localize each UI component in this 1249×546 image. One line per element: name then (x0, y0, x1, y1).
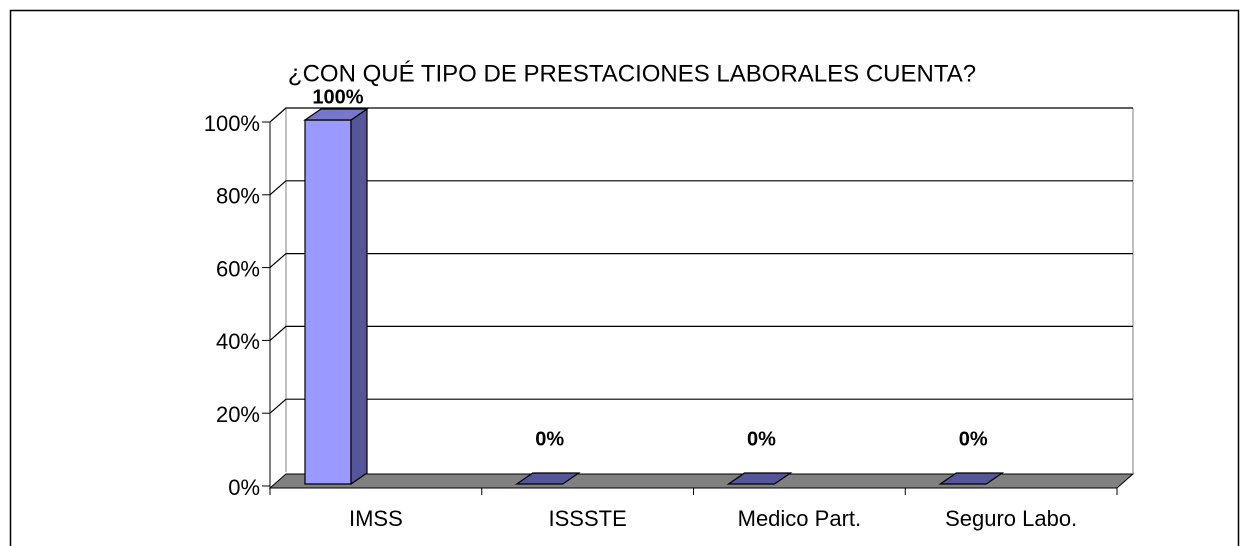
bar-top (726, 472, 793, 485)
grid-line (269, 107, 1133, 123)
bar (938, 472, 1005, 485)
y-tick-label: 80% (216, 184, 260, 209)
x-tick-label: Medico Part. (738, 506, 862, 531)
y-tick-label: 40% (216, 329, 260, 354)
chart-title: ¿CON QUÉ TIPO DE PRESTACIONES LABORALES … (288, 60, 976, 87)
bar-top (514, 472, 581, 485)
x-tick-label: Seguro Labo. (945, 506, 1077, 531)
grid-line (269, 180, 1133, 196)
y-tick-label: 100% (204, 111, 260, 136)
grid-line (269, 325, 1133, 341)
bar-top (303, 108, 369, 121)
value-label: 100% (312, 86, 363, 108)
value-label: 0% (535, 428, 564, 450)
bar-front (304, 119, 352, 485)
grid-line (269, 253, 1133, 269)
value-label: 0% (747, 428, 776, 450)
chart-border (9, 9, 1240, 546)
x-tick-label: IMSS (349, 506, 403, 531)
value-label: 0% (959, 428, 988, 450)
y-tick-label: 20% (216, 402, 260, 427)
bar-side (350, 107, 368, 486)
bar (726, 472, 793, 485)
bar (514, 472, 581, 485)
bar (303, 107, 369, 486)
y-tick-label: 60% (216, 256, 260, 281)
floor (268, 473, 1135, 489)
grid-line (269, 398, 1133, 414)
x-tick-label: ISSSTE (549, 506, 627, 531)
y-tick-label: 0% (228, 475, 260, 500)
bar-top (938, 472, 1005, 485)
